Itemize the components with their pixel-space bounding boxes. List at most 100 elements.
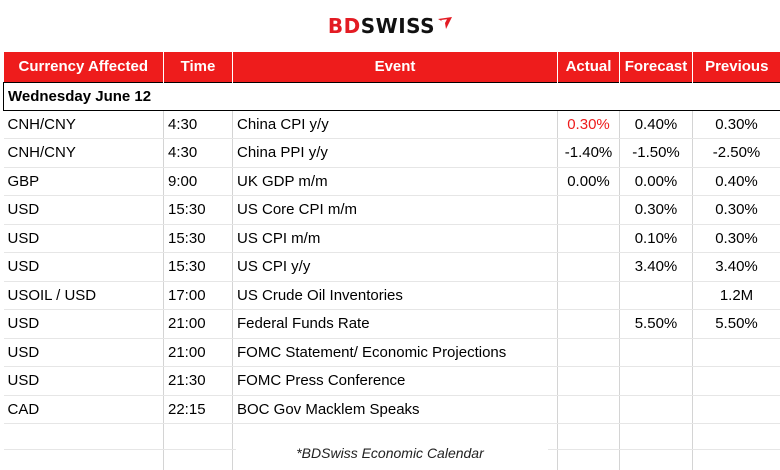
cell-actual — [557, 224, 620, 253]
table-row: CNH/CNY 4:30 China CPI y/y 0.30% 0.40% 0… — [3, 110, 780, 139]
empty-cell — [692, 423, 780, 450]
empty-cell — [3, 449, 164, 470]
cell-forecast: 0.30% — [619, 195, 693, 225]
header-row: Currency Affected Time Event Actual Fore… — [3, 52, 780, 82]
cell-event: China PPI y/y — [232, 138, 558, 168]
cell-forecast: 0.10% — [619, 224, 693, 253]
empty-cell — [619, 423, 693, 450]
cell-actual — [557, 252, 620, 282]
header-previous: Previous — [692, 52, 780, 82]
table-row: CNH/CNY 4:30 China PPI y/y -1.40% -1.50%… — [3, 138, 780, 168]
header-event: Event — [232, 52, 558, 82]
cell-time: 9:00 — [163, 167, 233, 196]
cell-actual — [557, 366, 620, 396]
cell-previous: 0.30% — [692, 195, 780, 225]
cell-currency: USD — [3, 338, 164, 367]
cell-forecast: 0.00% — [619, 167, 693, 196]
date-label: Wednesday June 12 — [3, 81, 780, 111]
cell-event: US Crude Oil Inventories — [232, 281, 558, 310]
calendar-table: Currency Affected Time Event Actual Fore… — [3, 52, 780, 470]
calendar-source-note: *BDSwiss Economic Calendar — [296, 445, 484, 461]
table-row: USD 21:00 Federal Funds Rate 5.50% 5.50% — [3, 309, 780, 339]
cell-previous: 3.40% — [692, 252, 780, 282]
table-row: USD 15:30 US CPI y/y 3.40% 3.40% — [3, 252, 780, 282]
cell-previous — [692, 366, 780, 396]
header-time: Time — [163, 52, 233, 82]
header-actual: Actual — [557, 52, 620, 82]
cell-forecast: -1.50% — [619, 138, 693, 168]
header-forecast: Forecast — [619, 52, 693, 82]
cell-currency: USD — [3, 252, 164, 282]
cell-previous: -2.50% — [692, 138, 780, 168]
cell-time: 22:15 — [163, 395, 233, 424]
cell-previous: 0.40% — [692, 167, 780, 196]
table-row: USOIL / USD 17:00 US Crude Oil Inventori… — [3, 281, 780, 310]
cell-event: BOC Gov Macklem Speaks — [232, 395, 558, 424]
cell-event: FOMC Press Conference — [232, 366, 558, 396]
brand-wordmark: BDSWISS — [328, 14, 435, 38]
brand-part-swiss: SWISS — [360, 14, 436, 38]
cell-actual: 0.00% — [557, 167, 620, 196]
cell-forecast — [619, 366, 693, 396]
brand-part-bd: BD — [327, 14, 361, 38]
cell-event: US CPI y/y — [232, 252, 558, 282]
table-row: CAD 22:15 BOC Gov Macklem Speaks — [3, 395, 780, 424]
cell-time: 17:00 — [163, 281, 233, 310]
cell-previous: 5.50% — [692, 309, 780, 339]
cell-previous: 0.30% — [692, 110, 780, 139]
cell-currency: CAD — [3, 395, 164, 424]
footer-background — [236, 440, 548, 468]
cell-time: 4:30 — [163, 138, 233, 168]
empty-cell — [163, 449, 233, 470]
cell-actual — [557, 309, 620, 339]
cell-currency: CNH/CNY — [3, 138, 164, 168]
empty-cell — [619, 449, 693, 470]
swiss-arrow-icon — [438, 17, 453, 29]
cell-time: 15:30 — [163, 224, 233, 253]
cell-event: China CPI y/y — [232, 110, 558, 139]
cell-actual: 0.30% — [557, 110, 620, 139]
cell-previous: 0.30% — [692, 224, 780, 253]
cell-forecast: 0.40% — [619, 110, 693, 139]
cell-actual: -1.40% — [557, 138, 620, 168]
cell-time: 21:30 — [163, 366, 233, 396]
cell-previous — [692, 395, 780, 424]
cell-currency: GBP — [3, 167, 164, 196]
cell-forecast: 5.50% — [619, 309, 693, 339]
cell-time: 21:00 — [163, 338, 233, 367]
cell-currency: USD — [3, 309, 164, 339]
table-row: USD 15:30 US Core CPI m/m 0.30% 0.30% — [3, 195, 780, 225]
cell-event: US Core CPI m/m — [232, 195, 558, 225]
cell-forecast — [619, 281, 693, 310]
brand-logo: BDSWISS — [0, 6, 780, 46]
header-currency: Currency Affected — [3, 52, 164, 82]
cell-time: 21:00 — [163, 309, 233, 339]
empty-cell — [3, 423, 164, 450]
cell-time: 15:30 — [163, 195, 233, 225]
empty-cell — [557, 449, 620, 470]
table-row: USD 21:30 FOMC Press Conference — [3, 366, 780, 396]
cell-actual — [557, 395, 620, 424]
cell-currency: USD — [3, 224, 164, 253]
cell-currency: CNH/CNY — [3, 110, 164, 139]
cell-actual — [557, 338, 620, 367]
table-row: USD 21:00 FOMC Statement/ Economic Proje… — [3, 338, 780, 367]
cell-time: 15:30 — [163, 252, 233, 282]
cell-actual — [557, 195, 620, 225]
economic-calendar: Currency Affected Time Event Actual Fore… — [3, 52, 780, 470]
cell-actual — [557, 281, 620, 310]
table-row: GBP 9:00 UK GDP m/m 0.00% 0.00% 0.40% — [3, 167, 780, 196]
date-row: Wednesday June 12 — [3, 81, 780, 111]
empty-cell — [163, 423, 233, 450]
cell-previous — [692, 338, 780, 367]
cell-forecast — [619, 395, 693, 424]
cell-currency: USD — [3, 366, 164, 396]
cell-previous: 1.2M — [692, 281, 780, 310]
cell-event: UK GDP m/m — [232, 167, 558, 196]
cell-event: FOMC Statement/ Economic Projections — [232, 338, 558, 367]
table-row: USD 15:30 US CPI m/m 0.10% 0.30% — [3, 224, 780, 253]
cell-forecast: 3.40% — [619, 252, 693, 282]
cell-event: Federal Funds Rate — [232, 309, 558, 339]
cell-time: 4:30 — [163, 110, 233, 139]
cell-currency: USOIL / USD — [3, 281, 164, 310]
